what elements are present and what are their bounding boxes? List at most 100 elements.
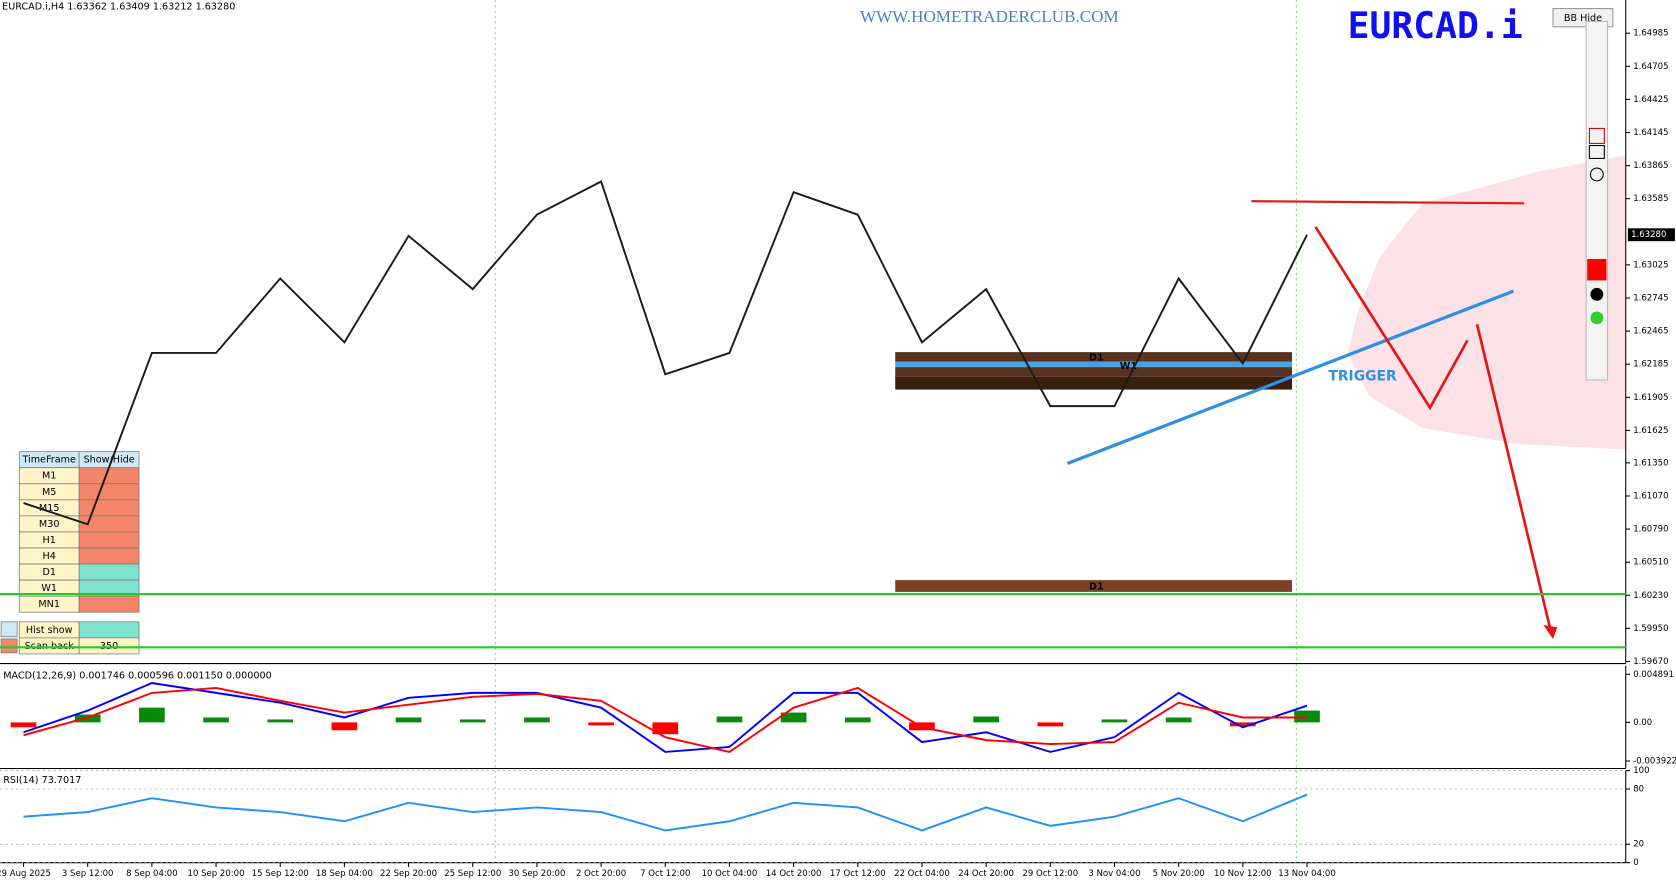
zone-label: W1	[1120, 361, 1138, 372]
panel-icon	[0, 621, 18, 638]
y-tick-label: 1.59670	[1633, 657, 1668, 667]
y-tick-label: 1.64145	[1633, 128, 1668, 138]
histogram-bar	[1101, 719, 1128, 723]
zone	[895, 361, 1293, 368]
y-tick-label: 1.61625	[1633, 426, 1668, 436]
arrow-head	[1543, 625, 1558, 639]
histogram-bar	[844, 717, 871, 723]
x-tick-label: 14 Oct 20:00	[766, 869, 822, 879]
y-tick-label: 100	[1633, 766, 1649, 776]
zone	[895, 367, 1293, 377]
histogram-bar	[588, 722, 614, 726]
series-line	[23, 180, 1308, 526]
tool-button[interactable]	[1589, 167, 1604, 182]
y-tick-label: 1.64425	[1633, 95, 1668, 105]
y-tick-label: -0.003922	[1633, 756, 1676, 766]
y-tick-label: 1.64705	[1633, 62, 1668, 72]
toggle[interactable]	[78, 547, 140, 565]
zone	[895, 580, 1293, 592]
x-tick-label: 3 Sep 12:00	[62, 869, 114, 879]
x-tick-label: 5 Nov 20:00	[1153, 869, 1205, 879]
panel-header: TimeFrame	[21, 455, 76, 466]
toggle[interactable]	[78, 467, 140, 485]
x-tick-label: 30 Sep 20:00	[508, 869, 565, 879]
histogram-bar	[780, 712, 807, 723]
histogram-bar	[973, 716, 999, 723]
y-tick-label: 1.62465	[1633, 327, 1668, 337]
x-tick-label: 7 Oct 12:00	[640, 869, 690, 879]
timeframe-panel: TimeFrame Show/Hide M1 M5 M15 M30 H1 H4 D1 W1 MN1 H…	[0, 451, 140, 655]
histogram-bar	[395, 717, 422, 723]
histogram-bar	[10, 722, 37, 728]
x-tick-label: 22 Oct 04:00	[894, 869, 950, 879]
y-tick-label: 1.61070	[1633, 491, 1668, 501]
histogram-bar	[652, 722, 679, 735]
panel-title: RSI(14) 73.7017	[3, 775, 81, 786]
x-tick-label: 15 Sep 12:00	[252, 869, 309, 879]
series-line	[23, 686, 1308, 753]
histogram-bar	[716, 716, 743, 723]
histogram-bar	[1165, 717, 1192, 723]
hist-label: Hist show	[26, 625, 73, 636]
toolbar-bg	[1585, 20, 1609, 381]
current-price-label: 1.63280	[1631, 230, 1666, 240]
timeframe-label: H4	[43, 551, 56, 562]
y-tick-label: 1.63585	[1633, 194, 1668, 204]
bb-hide-label[interactable]: BB Hide	[1564, 13, 1602, 24]
x-tick-label: 25 Sep 12:00	[444, 869, 501, 879]
color-button[interactable]	[1587, 259, 1607, 281]
histogram-bar	[1229, 722, 1256, 727]
series-line	[23, 793, 1308, 832]
tool-button[interactable]	[1588, 127, 1605, 144]
timeframe-label: M5	[42, 487, 56, 498]
timeframe-label: D1	[42, 567, 56, 578]
timeframe-label: M1	[42, 471, 56, 482]
trigger-line	[1066, 289, 1515, 465]
x-tick-label: 24 Oct 20:00	[958, 869, 1014, 879]
histogram-bar	[139, 707, 165, 723]
histogram-bar	[1037, 722, 1064, 727]
timeframe-label: M30	[39, 519, 60, 530]
histogram-bar	[267, 719, 294, 723]
toggle[interactable]	[78, 483, 140, 501]
resistance-line	[1251, 200, 1525, 205]
zone	[895, 376, 1293, 390]
timeframe-label: M15	[39, 503, 60, 514]
trigger-label: TRIGGER	[1328, 369, 1397, 385]
toolbar	[1585, 20, 1609, 381]
y-tick-label: 0.00	[1633, 718, 1652, 728]
y-tick-label: 1.61905	[1633, 393, 1668, 403]
x-tick-label: 13 Nov 04:00	[1278, 869, 1336, 879]
zone	[895, 352, 1293, 362]
x-tick-label: 17 Oct 12:00	[830, 869, 886, 879]
panel-header: Show/Hide	[84, 455, 135, 466]
toggle[interactable]	[78, 563, 140, 581]
y-tick-label: 1.63025	[1633, 260, 1668, 270]
zone-label: D1	[1089, 352, 1104, 363]
timeframe-label: W1	[41, 583, 57, 594]
current-price-marker	[1627, 228, 1675, 242]
tool-button[interactable]	[1590, 287, 1604, 301]
y-tick-label: 1.60790	[1633, 525, 1668, 535]
x-tick-label: 3 Nov 04:00	[1088, 869, 1140, 879]
tool-button[interactable]	[1588, 145, 1605, 159]
projection	[1475, 323, 1553, 632]
y-tick-label: 80	[1633, 785, 1644, 795]
y-tick-label: 1.60510	[1633, 558, 1668, 568]
scan-value-cell	[78, 637, 140, 655]
toggle[interactable]	[78, 499, 140, 517]
y-tick-label: 1.62745	[1633, 293, 1668, 303]
toggle[interactable]	[78, 531, 140, 549]
tool-button[interactable]	[1590, 311, 1604, 325]
panel-title: MACD(12,26,9) 0.001746 0.000596 0.001150…	[3, 670, 272, 681]
histogram-bar	[459, 719, 486, 723]
timeframe-label: H1	[43, 535, 56, 546]
y-tick-label: 1.64985	[1633, 29, 1668, 39]
toggle[interactable]	[78, 595, 140, 613]
x-tick-label: 10 Oct 04:00	[702, 869, 758, 879]
header: EURCAD.i,H4 1.63362 1.63409 1.63212 1.63…	[2, 1, 235, 12]
watermark: WWW.HOMETRADERCLUB.COM	[860, 7, 1119, 26]
hist-toggle[interactable]	[78, 621, 140, 639]
histogram-bar	[1294, 710, 1320, 723]
